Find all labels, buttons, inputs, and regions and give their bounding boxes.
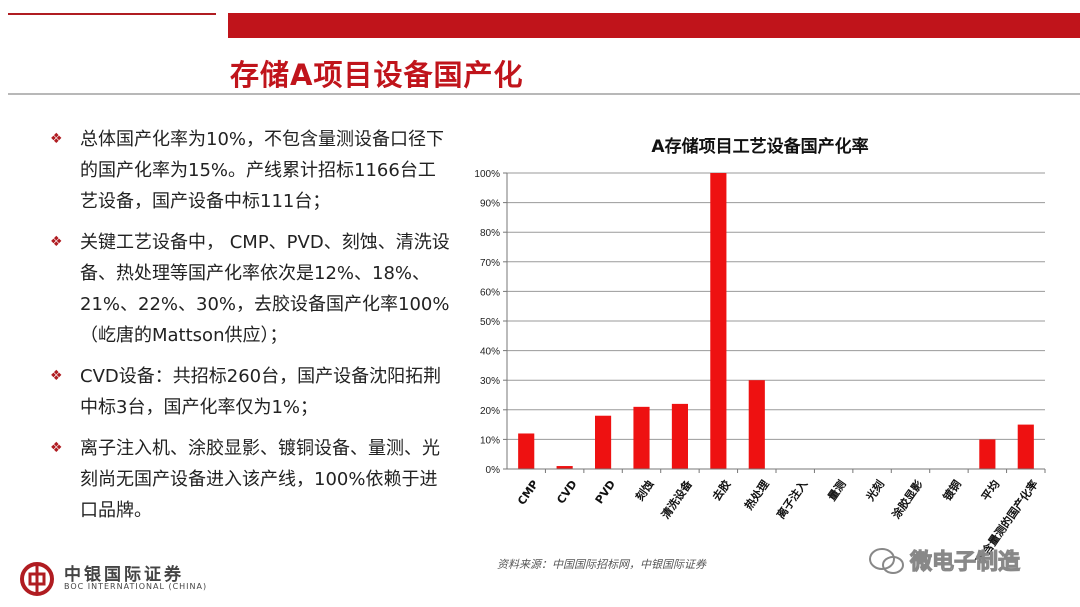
x-tick-label: 光刻: [862, 477, 887, 504]
y-tick-label: 100%: [474, 169, 500, 180]
wechat-icon: [869, 548, 904, 574]
diamond-bullet-icon: ❖: [50, 368, 63, 384]
chart-tick-labels: 0% 10% 20% 30% 40% 50% 60% 70% 80% 90% 100% CMP CVD P…: [474, 169, 1040, 566]
x-tick-label: 热处理: [741, 477, 771, 512]
watermark-text: 微电子制造: [909, 550, 1021, 576]
boc-logo-icon: [20, 562, 54, 596]
chart-gridlines: [507, 172, 1045, 470]
bullet-item: ❖ 关键工艺设备中， CMP、PVD、刻蚀、清洗设备、热处理等国产化率依次是12%…: [50, 227, 450, 351]
x-tick-label: CVD: [554, 478, 579, 507]
y-tick-label: 30%: [480, 376, 500, 387]
x-tick-label: 离子注入: [774, 477, 811, 521]
x-tick-label: CMP: [515, 478, 541, 508]
bar: [748, 380, 765, 469]
bar: [979, 439, 996, 469]
y-tick-label: 60%: [480, 287, 500, 298]
bar: [595, 415, 612, 469]
bullet-item: ❖ CVD设备：共招标260台，国产设备沈阳拓荆中标3台，国产化率仅为1%；: [50, 361, 450, 423]
title-divider: [8, 93, 1080, 95]
page-title: 存储A项目设备国产化: [230, 58, 524, 92]
y-tick-label: 0%: [486, 465, 501, 476]
y-tick-label: 10%: [480, 435, 500, 446]
y-tick-label: 40%: [480, 347, 500, 358]
watermark: 微电子制造: [868, 544, 1068, 576]
x-tick-label: 涂胶显影: [889, 477, 926, 521]
bullet-text: CVD设备：共招标260台，国产设备沈阳拓荆中标3台，国产化率仅为1%；: [80, 366, 442, 418]
diamond-bullet-icon: ❖: [50, 234, 63, 250]
chart-svg: A存储项目工艺设备国产化率 0% 10% 20% 30% 40% 50% 60% 70% 80%…: [474, 136, 1046, 566]
bar-chart: A存储项目工艺设备国产化率 0% 10% 20% 30% 40% 50% 60% 70% 80%…: [455, 125, 1065, 580]
y-tick-label: 80%: [480, 228, 500, 239]
bullet-list: ❖ 总体国产化率为10%，不包含量测设备口径下的国产化率为15%。产线累计招标11…: [50, 124, 450, 536]
bar: [518, 433, 535, 469]
bullet-text: 关键工艺设备中， CMP、PVD、刻蚀、清洗设备、热处理等国产化率依次是12%、…: [80, 232, 450, 346]
bullet-text: 离子注入机、涂胶显影、镀铜设备、量测、光刻尚无国产设备进入该产线，100%依赖于…: [80, 438, 440, 521]
header-accent-bar: [228, 13, 1080, 38]
y-tick-label: 20%: [480, 406, 500, 417]
chart-axes: [503, 172, 1046, 473]
bullet-text: 总体国产化率为10%，不包含量测设备口径下的国产化率为15%。产线累计招标116…: [80, 129, 445, 212]
x-tick-label: 平均: [978, 477, 1002, 503]
y-tick-label: 70%: [480, 258, 500, 269]
source-note: 资料来源：中国国际招标网，中银国际证券: [497, 558, 706, 571]
x-tick-label: 镀铜: [940, 477, 964, 503]
x-tick-label: 刻蚀: [632, 477, 656, 503]
bar: [710, 173, 727, 469]
bullet-item: ❖ 总体国产化率为10%，不包含量测设备口径下的国产化率为15%。产线累计招标11…: [50, 124, 450, 217]
bar: [671, 403, 688, 469]
logo-text-cn: 中银国际证券: [64, 565, 184, 585]
bar: [1017, 424, 1034, 469]
header-accent-line: [8, 13, 216, 15]
diamond-bullet-icon: ❖: [50, 440, 63, 456]
logo-text-en: BOC INTERNATIONAL (CHINA): [64, 582, 208, 591]
x-tick-label: 清洗设备: [658, 476, 695, 521]
chart-title: A存储项目工艺设备国产化率: [651, 136, 868, 157]
bullet-item: ❖ 离子注入机、涂胶显影、镀铜设备、量测、光刻尚无国产设备进入该产线，100%依赖…: [50, 433, 450, 526]
x-tick-label: 量测: [825, 477, 849, 503]
x-tick-label: 去胶: [709, 477, 733, 503]
diamond-bullet-icon: ❖: [50, 131, 63, 147]
y-tick-label: 50%: [480, 317, 500, 328]
x-tick-label: PVD: [593, 478, 618, 507]
y-tick-label: 90%: [480, 199, 500, 210]
company-logo: 中银国际证券 BOC INTERNATIONAL (CHINA): [18, 560, 218, 600]
bar: [633, 406, 650, 469]
chart-bars: [518, 173, 1034, 469]
bar: [556, 466, 573, 469]
